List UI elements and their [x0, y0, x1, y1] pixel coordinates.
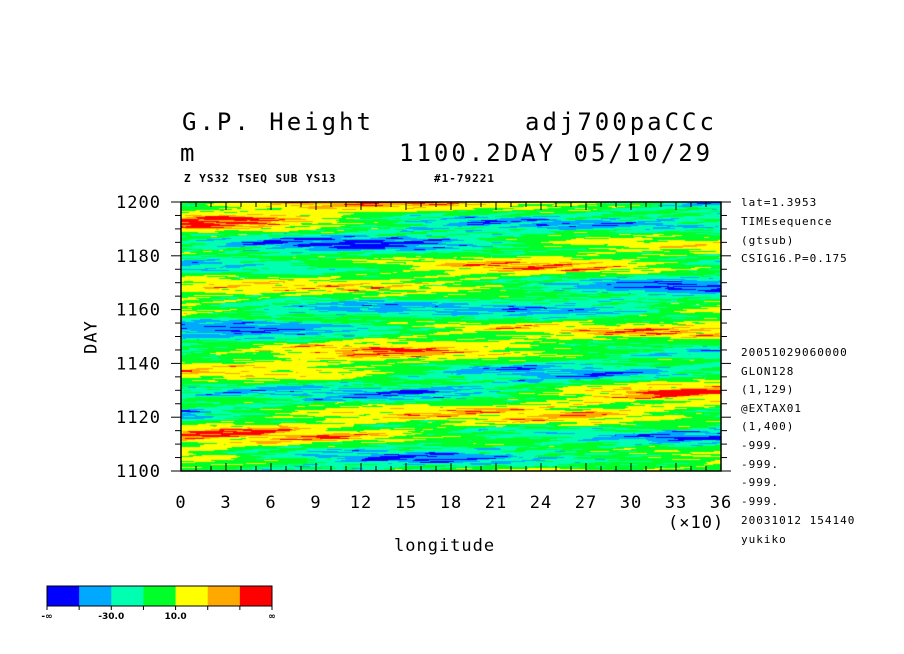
- side-info-line: (gtsub): [741, 234, 795, 247]
- x-tick-label: 21: [485, 493, 507, 513]
- y-axis-label: DAY: [81, 320, 102, 354]
- x-axis-multiplier: (×10): [668, 513, 725, 533]
- y-tick-label: 1180: [116, 247, 161, 267]
- colorbar-swatch: [47, 586, 80, 606]
- colorbar-swatch: [79, 586, 112, 606]
- y-tick-label: 1100: [116, 462, 161, 482]
- x-axis-label: longitude: [394, 536, 496, 556]
- heatmap-field: [181, 202, 721, 471]
- x-tick-label: 15: [395, 493, 417, 513]
- subtitle-left: Z YS32 TSEQ SUB YS13: [184, 172, 337, 185]
- colorbar-swatch: [207, 586, 241, 606]
- chart-title: G.P. Height: [182, 108, 374, 136]
- side-info-line: GLON128: [741, 365, 795, 378]
- side-info-line: lat=1.3953: [741, 196, 818, 209]
- x-tick-label: 30: [620, 493, 642, 513]
- x-tick-label: 36: [710, 493, 732, 513]
- unit-label: m: [180, 139, 198, 167]
- colorbar-label: 10.0: [164, 612, 186, 622]
- y-tick-label: 1140: [116, 354, 161, 374]
- side-info-line: -999.: [741, 439, 780, 452]
- y-tick-label: 1120: [116, 408, 161, 428]
- side-info-line: (1,400): [741, 420, 795, 433]
- x-tick-label: 33: [665, 493, 687, 513]
- x-tick-label: 9: [310, 493, 321, 513]
- x-tick-label: 0: [175, 493, 186, 513]
- side-info-line: -999.: [741, 458, 780, 471]
- x-tick-label: 12: [350, 493, 372, 513]
- time-label: 1100.2DAY 05/10/29: [399, 139, 714, 167]
- colorbar-swatch: [111, 586, 144, 606]
- side-info-line: TIMEsequence: [741, 215, 833, 228]
- x-tick-label: 6: [265, 493, 276, 513]
- side-info-line: @EXTAX01: [741, 402, 802, 415]
- colorbar-label: -30.0: [98, 612, 124, 622]
- side-info-line: CSIG16.P=0.175: [741, 252, 848, 265]
- colorbar-label: -∞: [41, 612, 52, 622]
- x-tick-label: 24: [530, 493, 552, 513]
- colorbar-label: ∞: [268, 612, 276, 622]
- side-info-line: -999.: [741, 476, 780, 489]
- colorbar-swatch: [143, 586, 177, 606]
- side-info-line: -999.: [741, 495, 780, 508]
- dataset-name: adj700paCCc: [525, 108, 717, 136]
- colorbar-swatch: [239, 586, 273, 606]
- subtitle-right: #1-79221: [434, 172, 495, 185]
- y-tick-label: 1160: [116, 301, 161, 321]
- x-tick-label: 18: [440, 493, 462, 513]
- colorbar-frame: [46, 585, 273, 607]
- colorbar-swatch: [175, 586, 209, 606]
- side-info-line: 20031012 154140: [741, 514, 856, 527]
- y-tick-label: 1200: [116, 193, 161, 213]
- x-tick-label: 3: [220, 493, 231, 513]
- side-info-line: yukiko: [741, 533, 787, 546]
- x-tick-label: 27: [575, 493, 597, 513]
- side-info-line: (1,129): [741, 383, 795, 396]
- side-info-line: 20051029060000: [741, 346, 848, 359]
